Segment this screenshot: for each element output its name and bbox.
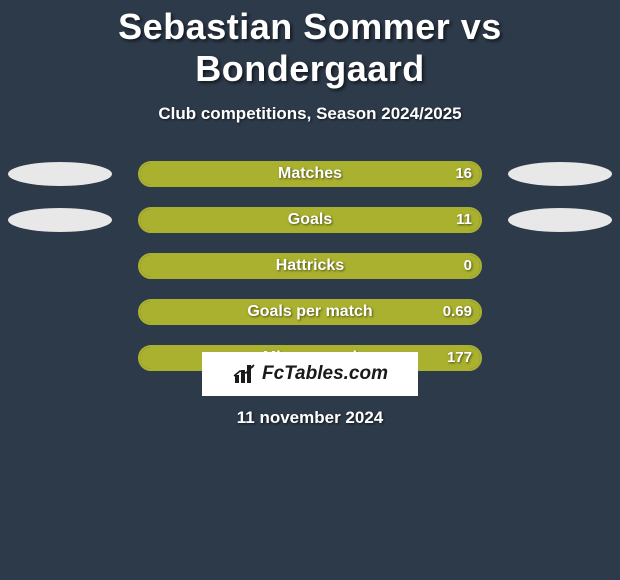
- comparison-card: Sebastian Sommer vs Bondergaard Club com…: [0, 0, 620, 580]
- stat-row: Matches16: [0, 154, 620, 200]
- fctables-logo[interactable]: FcTables.com: [202, 352, 418, 396]
- stats-rows: Matches16Goals11Hattricks0Goals per matc…: [0, 154, 620, 384]
- player-right-marker: [508, 162, 612, 186]
- stat-bar-fill-right: [140, 209, 480, 231]
- stat-row: Goals11: [0, 200, 620, 246]
- date-label: 11 november 2024: [0, 408, 620, 428]
- stat-bar-track: [138, 161, 482, 187]
- page-subtitle: Club competitions, Season 2024/2025: [0, 104, 620, 124]
- player-right-marker: [508, 208, 612, 232]
- stat-bar-fill-right: [140, 163, 480, 185]
- stat-bar-fill-right: [140, 301, 480, 323]
- stat-row: Goals per match0.69: [0, 292, 620, 338]
- stat-bar-track: [138, 299, 482, 325]
- stat-bar-track: [138, 207, 482, 233]
- player-left-marker: [8, 208, 112, 232]
- bar-chart-icon: [232, 363, 258, 385]
- stat-row: Hattricks0: [0, 246, 620, 292]
- logo-text: FcTables.com: [262, 363, 388, 385]
- page-title: Sebastian Sommer vs Bondergaard: [0, 0, 620, 90]
- stat-bar-track: [138, 253, 482, 279]
- player-left-marker: [8, 162, 112, 186]
- stat-bar-fill-right: [140, 255, 480, 277]
